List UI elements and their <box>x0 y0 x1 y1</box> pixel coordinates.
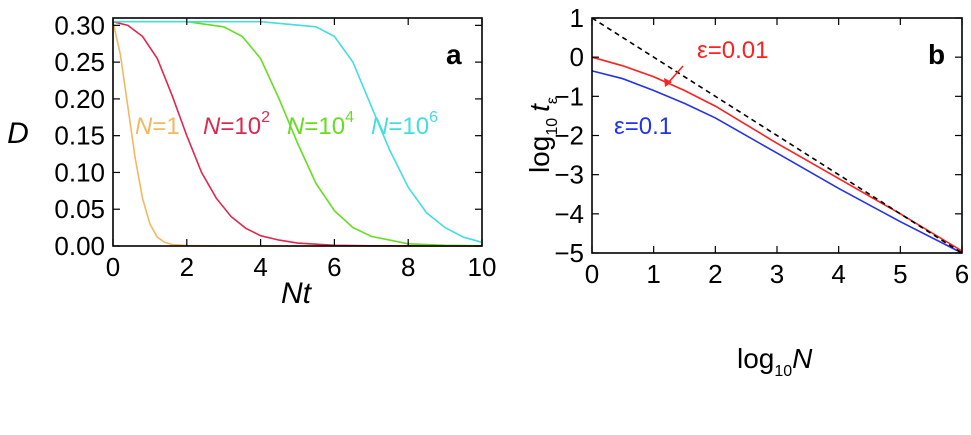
chart-a-label-n1e2: N=102 <box>203 109 270 140</box>
chart-b-series-line-1 <box>591 70 963 254</box>
chart-a-label-n1e4-var: N <box>287 113 305 140</box>
chart-a-panel-label: a <box>446 39 462 70</box>
chart-b-ylabel: log10 tε <box>524 97 561 173</box>
chart-a-ylabel: D <box>7 117 29 150</box>
x-tick-label: 4 <box>831 259 845 289</box>
chart-a-label-n1e2-sup: 2 <box>261 109 270 126</box>
chart-a-label-n1e6: N=106 <box>371 109 438 140</box>
x-tick-label: 2 <box>180 252 194 282</box>
chart-a-label-n1e4-eq: =10 <box>304 113 345 140</box>
chart-b-xlabel-sub: 10 <box>774 363 792 380</box>
y-tick-label: 0.05 <box>54 194 105 224</box>
chart-a-label-n1e2-var: N <box>203 113 221 140</box>
chart-a-label-n1e4-sup: 4 <box>345 109 354 126</box>
chart-b-xlabel-base: log <box>737 343 774 374</box>
y-tick-label: 0.00 <box>54 231 105 261</box>
x-tick-label: 6 <box>327 252 341 282</box>
chart-b: 0 1 2 3 4 5 610−1−2−3−4−5 b ε=0.01 ε=0.1 log10… <box>524 3 969 380</box>
chart-a: 0 2 4 6 8 10 0.00 0.05 0.10 0.15 0.20 0.25 0.30 a Nt… <box>7 10 496 310</box>
x-tick-label: 6 <box>955 259 969 289</box>
chart-a-series-line-3 <box>113 20 483 244</box>
y-tick-label: 0.10 <box>54 157 105 187</box>
y-tick-label: −4 <box>554 199 584 229</box>
y-tick-label: 0.25 <box>54 47 105 77</box>
x-tick-label: 2 <box>708 259 722 289</box>
y-tick-label: 0 <box>570 42 584 72</box>
chart-a-frame <box>112 17 483 247</box>
y-tick-label: −3 <box>554 160 584 190</box>
x-tick-label: 3 <box>770 259 784 289</box>
chart-b-ylabel-var: t <box>524 103 555 112</box>
chart-a-label-n1e6-sup: 6 <box>429 109 438 126</box>
y-tick-label: 0.20 <box>54 84 105 114</box>
chart-a-xlabel: Nt <box>281 277 313 310</box>
chart-a-label-n1e2-eq: =10 <box>220 113 261 140</box>
chart-a-label-n1-var: N <box>135 113 153 140</box>
chart-a-label-n1e6-var: N <box>371 113 389 140</box>
y-tick-label: −5 <box>554 238 584 268</box>
chart-a-series-line-2 <box>113 20 483 247</box>
chart-b-series <box>591 17 963 254</box>
x-tick-label: 8 <box>401 252 415 282</box>
chart-b-series-line-2 <box>591 17 963 254</box>
y-tick-label: −1 <box>554 81 584 111</box>
x-tick-label: 10 <box>468 252 497 282</box>
chart-b-ylabel-varsub: ε <box>544 97 561 104</box>
chart-a-label-n1e4: N=104 <box>287 109 354 140</box>
chart-a-label-n1-eq: =1 <box>152 113 179 140</box>
x-tick-label: 0 <box>106 252 120 282</box>
y-tick-label: −2 <box>554 121 584 151</box>
chart-a-label-n1: N=1 <box>135 113 180 140</box>
chart-b-annotation-eps01: ε=0.1 <box>614 113 672 140</box>
chart-a-ticks: 0 2 4 6 8 10 0.00 0.05 0.10 0.15 0.20 0.25 0.30 <box>54 10 496 282</box>
y-tick-label: 0.30 <box>54 10 105 40</box>
chart-b-ylabel-sub: 10 <box>544 118 561 136</box>
chart-b-annotation-eps001: ε=0.01 <box>697 37 768 64</box>
x-tick-label: 1 <box>646 259 660 289</box>
y-tick-label: 0.15 <box>54 121 105 151</box>
chart-b-series-line-0 <box>591 56 963 252</box>
y-tick-label: 1 <box>570 3 584 33</box>
chart-b-xlabel: log10N <box>737 343 813 380</box>
chart-a-series-line-1 <box>112 20 483 247</box>
x-tick-label: 5 <box>893 259 907 289</box>
chart-b-panel-label: b <box>928 39 945 70</box>
chart-a-series-labels: N=1 N=102 N=104 N=106 <box>135 109 438 140</box>
x-tick-label: 4 <box>253 252 267 282</box>
chart-b-annotation-arrowhead <box>664 78 672 87</box>
x-tick-label: 0 <box>585 259 599 289</box>
chart-a-label-n1e6-eq: =10 <box>388 113 429 140</box>
chart-b-xlabel-var: N <box>792 343 813 374</box>
chart-b-annotation-arrow <box>667 65 684 84</box>
chart-b-ylabel-base: log <box>524 136 555 173</box>
chart-b-ticks: 0 1 2 3 4 5 6 1 0 −1 −2 −3 −4 −5 <box>554 3 969 289</box>
